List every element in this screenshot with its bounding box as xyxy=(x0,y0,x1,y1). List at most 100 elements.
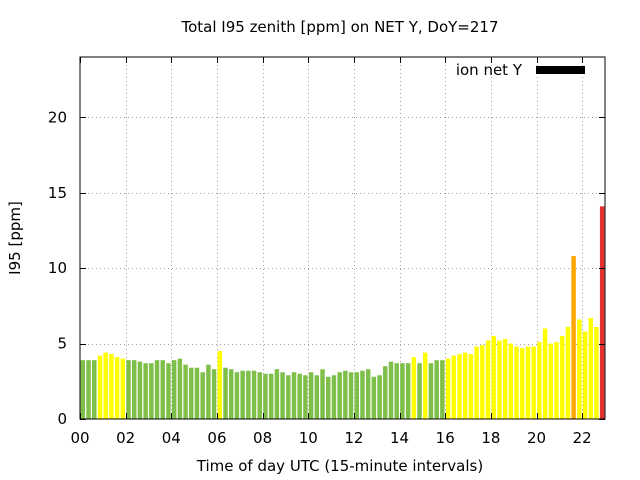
bar xyxy=(206,364,211,419)
bar xyxy=(599,206,605,419)
bar xyxy=(491,336,496,419)
bar xyxy=(171,360,177,419)
bar xyxy=(194,367,200,419)
bar xyxy=(354,372,359,419)
bar xyxy=(331,375,337,419)
bar xyxy=(154,360,160,419)
bar xyxy=(497,340,502,419)
bar xyxy=(537,342,542,419)
legend-label: ion net Y xyxy=(456,61,523,79)
y-tick-label: 5 xyxy=(57,335,67,353)
bar xyxy=(131,360,137,419)
bar xyxy=(542,328,548,419)
bar xyxy=(548,343,554,419)
bar xyxy=(103,352,108,419)
bar xyxy=(291,372,297,419)
bar xyxy=(80,360,86,419)
bars xyxy=(80,206,605,419)
bar xyxy=(223,367,228,419)
x-tick-label: 02 xyxy=(116,429,135,447)
bar xyxy=(303,375,308,419)
x-tick-label: 12 xyxy=(344,429,363,447)
bar xyxy=(348,372,354,419)
x-tick-label: 10 xyxy=(299,429,318,447)
chart-title: Total I95 zenith [ppm] on NET Y, DoY=217 xyxy=(180,18,498,36)
bar xyxy=(126,360,131,419)
bar xyxy=(405,363,411,419)
bar xyxy=(594,326,599,419)
bar xyxy=(263,373,268,419)
bar xyxy=(228,369,234,419)
bar xyxy=(177,358,183,419)
bar xyxy=(211,369,217,419)
bar xyxy=(388,361,394,419)
bar xyxy=(200,372,205,419)
x-tick-label: 08 xyxy=(253,429,272,447)
x-tick-label: 16 xyxy=(436,429,455,447)
bar xyxy=(86,360,91,419)
bar xyxy=(559,336,565,419)
bar xyxy=(160,360,165,419)
y-tick-label: 10 xyxy=(48,259,67,277)
bar xyxy=(440,360,445,419)
bar xyxy=(343,370,348,419)
x-tick-label: 18 xyxy=(481,429,500,447)
bar xyxy=(508,343,514,419)
x-tick-label: 06 xyxy=(207,429,226,447)
bar xyxy=(417,363,422,419)
bar xyxy=(240,370,245,419)
bar xyxy=(383,366,388,419)
bar xyxy=(445,358,451,419)
bar xyxy=(274,369,280,419)
bar xyxy=(120,358,126,419)
bar xyxy=(468,354,474,419)
x-tick-label: 14 xyxy=(390,429,409,447)
bar xyxy=(189,367,194,419)
bar xyxy=(474,346,479,419)
bar xyxy=(451,355,457,419)
bar xyxy=(520,348,525,419)
x-tick-label: 04 xyxy=(162,429,181,447)
bar xyxy=(588,317,593,419)
bar xyxy=(257,372,262,419)
bar xyxy=(114,357,120,419)
bar xyxy=(143,363,148,419)
bar xyxy=(502,339,508,419)
bar xyxy=(411,357,417,419)
grid-lines xyxy=(80,57,605,419)
bar xyxy=(280,372,285,419)
bar xyxy=(480,345,485,419)
bar xyxy=(365,369,371,419)
bar xyxy=(337,372,342,419)
bar xyxy=(326,376,331,419)
plot-frame xyxy=(79,56,606,420)
axis-ticks: 00 02 04 06 08 10 12 14 16 18 20 22 0 5 10 15 20 xyxy=(48,57,605,447)
bar xyxy=(251,370,257,419)
bar xyxy=(183,364,188,419)
x-tick-label: 20 xyxy=(527,429,546,447)
bar xyxy=(109,354,114,419)
bar xyxy=(462,352,468,419)
x-tick-label: 22 xyxy=(573,429,592,447)
bar xyxy=(571,256,576,419)
bar xyxy=(371,376,377,419)
bar xyxy=(360,370,365,419)
bar xyxy=(531,346,536,419)
bar xyxy=(297,373,302,419)
bar xyxy=(314,375,320,419)
bar xyxy=(577,319,582,419)
bar xyxy=(423,352,428,419)
y-tick-label: 20 xyxy=(48,108,67,126)
bar xyxy=(97,355,103,419)
bar xyxy=(582,331,588,419)
bar xyxy=(268,373,274,419)
x-axis-label: Time of day UTC (15-minute intervals) xyxy=(196,457,483,475)
bar xyxy=(246,370,251,419)
bar xyxy=(485,340,491,419)
bar xyxy=(554,342,559,419)
y-tick-label: 15 xyxy=(48,184,67,202)
y-axis-label: I95 [ppm] xyxy=(6,201,24,275)
bar xyxy=(320,369,325,419)
bar xyxy=(217,351,223,419)
bar xyxy=(137,361,143,419)
